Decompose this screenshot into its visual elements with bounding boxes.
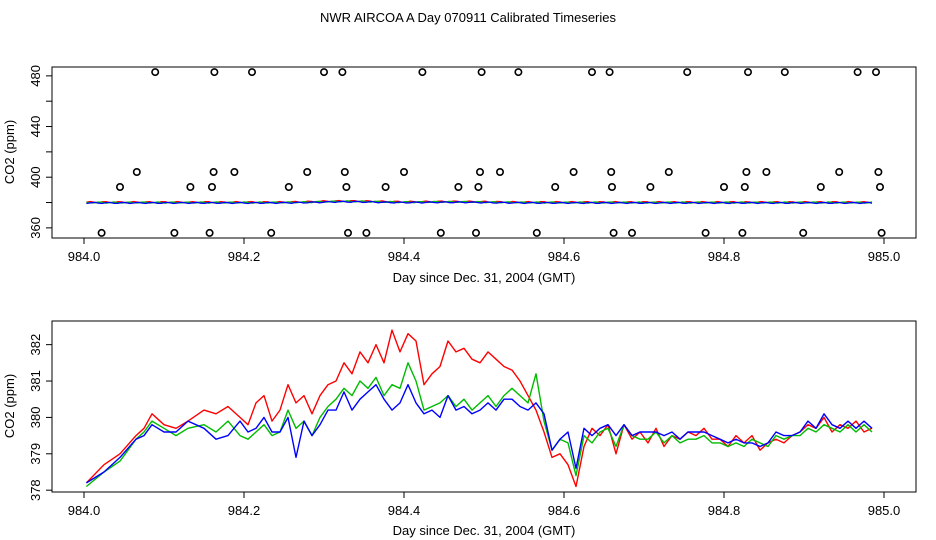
reference-point-marker [664, 168, 673, 177]
reference-point-marker [683, 68, 692, 77]
x-tick-label: 984.0 [68, 503, 101, 518]
top-series-line-2 [86, 200, 873, 205]
reference-point-marker [551, 183, 560, 192]
y-tick-label: 400 [28, 166, 43, 188]
reference-point-marker [230, 168, 239, 177]
reference-point-marker [475, 168, 484, 177]
top-panel: 984.0 984.2 984.4 984.6 984.8 985.0 360 400 440 4… [2, 65, 917, 285]
reference-point-marker [874, 168, 883, 177]
y-tick-label: 382 [28, 334, 43, 356]
reference-point-marker [342, 183, 351, 192]
reference-point-marker [780, 68, 789, 77]
reference-point-marker [835, 168, 844, 177]
reference-point-marker [208, 183, 217, 192]
reference-point-marker [871, 68, 880, 77]
reference-point-marker [569, 168, 578, 177]
top-y-axis-label: CO2 (ppm) [2, 120, 17, 184]
reference-point-marker [627, 228, 636, 237]
reference-point-marker [151, 68, 160, 77]
x-tick-label: 984.8 [708, 503, 741, 518]
y-tick-label: 360 [28, 217, 43, 239]
reference-point-marker [248, 68, 257, 77]
reference-point-marker [743, 68, 752, 77]
reference-point-marker [742, 168, 751, 177]
top-plot-frame [51, 66, 917, 239]
x-tick-label: 984.0 [68, 249, 101, 264]
reference-point-marker [343, 228, 352, 237]
bottom-panel: 984.0 984.2 984.4 984.6 984.8 985.0 378 379 380 3… [2, 320, 917, 538]
y-tick-label: 440 [28, 116, 43, 138]
reference-point-marker [186, 183, 195, 192]
reference-point-marker [607, 183, 616, 192]
reference-point-marker [738, 228, 747, 237]
reference-point-marker [474, 183, 483, 192]
x-tick-label: 984.6 [548, 249, 581, 264]
reference-point-marker [418, 68, 427, 77]
top-series-line-1 [86, 200, 873, 204]
y-tick-label: 480 [28, 65, 43, 87]
reference-point-marker [587, 68, 596, 77]
top-series-lines [86, 199, 873, 205]
reference-point-marker [605, 68, 614, 77]
reference-point-marker [362, 228, 371, 237]
bottom-x-axis-label: Day since Dec. 31, 2004 (GMT) [393, 523, 576, 538]
x-tick-label: 984.4 [388, 503, 421, 518]
reference-point-marker [495, 168, 504, 177]
x-tick-label: 985.0 [868, 503, 901, 518]
reference-point-marker [607, 168, 616, 177]
bottom-plot-frame [51, 320, 917, 493]
reference-point-marker [514, 68, 523, 77]
reference-point-marker [319, 68, 328, 77]
bottom-series-lines [85, 329, 873, 488]
reference-point-marker [205, 228, 214, 237]
reference-point-marker [97, 228, 106, 237]
x-tick-label: 984.2 [228, 503, 261, 518]
reference-point-marker [609, 228, 618, 237]
y-tick-label: 378 [28, 479, 43, 501]
y-tick-label: 381 [28, 370, 43, 392]
top-x-axis-label: Day since Dec. 31, 2004 (GMT) [393, 270, 576, 285]
reference-point-marker [701, 228, 710, 237]
reference-point-marker [471, 228, 480, 237]
reference-point-marker [853, 68, 862, 77]
reference-point-marker [454, 183, 463, 192]
reference-point-marker [303, 168, 312, 177]
reference-point-marker [284, 183, 293, 192]
x-tick-label: 985.0 [868, 249, 901, 264]
reference-point-marker [116, 183, 125, 192]
reference-point-marker [762, 168, 771, 177]
reference-point-marker [816, 183, 825, 192]
reference-point-marker [875, 183, 884, 192]
x-tick-label: 984.8 [708, 249, 741, 264]
series-line-red [85, 329, 873, 488]
top-reference-markers [97, 68, 886, 237]
reference-point-marker [740, 183, 749, 192]
reference-point-marker [799, 228, 808, 237]
reference-point-marker [338, 68, 347, 77]
reference-point-marker [170, 228, 179, 237]
bottom-y-axis-label: CO2 (ppm) [2, 374, 17, 438]
figure-title: NWR AIRCOA A Day 070911 Calibrated Times… [320, 10, 616, 25]
x-tick-label: 984.4 [388, 249, 421, 264]
reference-point-marker [646, 183, 655, 192]
y-tick-label: 380 [28, 407, 43, 429]
series-line-green [85, 362, 873, 488]
x-tick-label: 984.2 [228, 249, 261, 264]
reference-point-marker [477, 68, 486, 77]
reference-point-marker [399, 168, 408, 177]
reference-point-marker [132, 168, 141, 177]
reference-point-marker [877, 228, 886, 237]
reference-point-marker [340, 168, 349, 177]
reference-point-marker [209, 168, 218, 177]
reference-point-marker [436, 228, 445, 237]
x-tick-label: 984.6 [548, 503, 581, 518]
reference-point-marker [210, 68, 219, 77]
reference-point-marker [381, 183, 390, 192]
reference-point-marker [532, 228, 541, 237]
reference-point-marker [719, 183, 728, 192]
series-line-blue [86, 384, 873, 484]
reference-point-marker [267, 228, 276, 237]
y-tick-label: 379 [28, 443, 43, 465]
